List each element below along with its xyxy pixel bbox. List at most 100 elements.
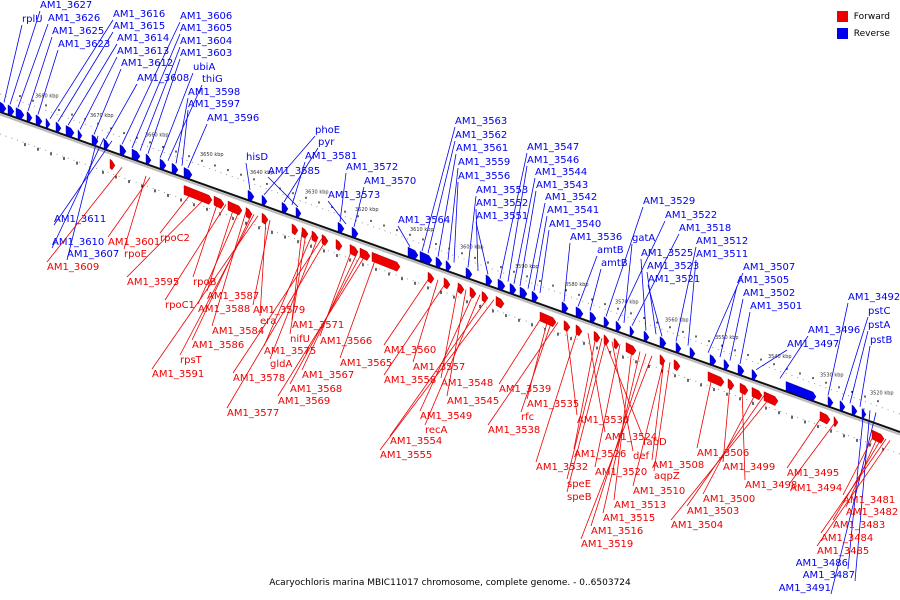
forward-gene-label-leader xyxy=(566,339,607,493)
forward-gene-label: AM1_3520 xyxy=(595,467,647,478)
forward-gene-label-leader xyxy=(487,322,559,426)
reverse-gene xyxy=(497,278,506,291)
forward-gene-label: AM1_3482 xyxy=(846,507,898,518)
forward-gene-label: era xyxy=(260,316,276,327)
reverse-gene-label: hisD xyxy=(246,152,268,163)
reverse-gene-label-leader xyxy=(623,243,633,323)
reverse-gene xyxy=(737,364,745,376)
forward-gene xyxy=(469,286,477,299)
reverse-gene-label-leader xyxy=(267,176,299,208)
forward-gene-label-leader xyxy=(670,397,771,521)
reverse-gene-label: AM1_3556 xyxy=(458,171,510,182)
reverse-gene-label: AM1_3486 xyxy=(796,558,848,569)
tick-label: 3630 kbp xyxy=(305,189,329,195)
reverse-gene xyxy=(45,117,51,130)
forward-gene-label-leader xyxy=(832,437,883,521)
forward-gene-label: AM1_3508 xyxy=(652,460,704,471)
reverse-gene-label: AM1_3497 xyxy=(787,339,839,350)
forward-gene-label: AM1_3526 xyxy=(574,449,626,460)
reverse-gene-label-leader xyxy=(849,330,869,404)
reverse-gene xyxy=(295,206,302,219)
reverse-gene xyxy=(465,267,473,280)
reverse-gene xyxy=(675,341,682,354)
reverse-gene xyxy=(509,282,517,295)
tick-label: 3520 kbp xyxy=(870,390,894,396)
reverse-gene xyxy=(131,148,141,162)
forward-gene-label: AM1_3578 xyxy=(233,373,285,384)
reverse-gene-label-leader xyxy=(37,49,59,115)
legend: Forward Reverse xyxy=(836,8,890,42)
reverse-gene-label-leader xyxy=(841,316,869,401)
forward-gene-label: AM1_3510 xyxy=(633,486,685,497)
forward-gene-label-leader xyxy=(419,292,475,412)
reverse-gene-label-leader xyxy=(121,21,181,145)
forward-gene-label: AM1_3588 xyxy=(198,304,250,315)
reverse-gene xyxy=(827,395,834,408)
reverse-gene xyxy=(261,194,268,207)
forward-gene-label-leader xyxy=(259,218,267,317)
tick-label: 3610 kbp xyxy=(410,227,434,233)
forward-gene-label: AM1_3575 xyxy=(264,346,316,357)
forward-gene-label: AM1_3591 xyxy=(152,369,204,380)
reverse-gene xyxy=(183,167,193,180)
reverse-gene-label: AM1_3551 xyxy=(476,211,528,222)
reverse-gene-label-leader xyxy=(640,258,647,331)
chromosome-axis xyxy=(0,111,900,433)
forward-gene-label: AM1_3538 xyxy=(488,425,540,436)
reverse-gene-label: AM1_3625 xyxy=(52,26,104,37)
reverse-gene-label: pyr xyxy=(318,137,335,148)
reverse-gene xyxy=(145,153,152,165)
reverse-gene-label: AM1_3529 xyxy=(643,196,695,207)
forward-gene-label-leader xyxy=(424,294,481,426)
reverse-gene-label: amtB xyxy=(601,258,628,269)
reverse-gene-label-leader xyxy=(49,19,114,119)
reverse-gene xyxy=(351,226,359,239)
chromosome-axis-shadow xyxy=(0,113,900,436)
reverse-gene-label: AM1_3547 xyxy=(527,142,579,153)
forward-gene-label-leader xyxy=(602,351,641,514)
forward-gene-label: fabD xyxy=(643,437,667,448)
forward-gene xyxy=(371,251,401,272)
reverse-gene xyxy=(615,320,622,333)
reverse-gene-label: AM1_3536 xyxy=(570,232,622,243)
reverse-gene xyxy=(7,104,15,117)
reverse-gene-label-leader xyxy=(181,109,189,166)
forward-gene-label: speE xyxy=(567,479,591,490)
reverse-gene-label-leader xyxy=(631,233,680,326)
reverse-gene-label-leader xyxy=(51,137,105,249)
forward-gene xyxy=(183,185,213,205)
forward-gene-label: AM1_3545 xyxy=(447,396,499,407)
reverse-gene-label: AM1_3615 xyxy=(113,21,165,32)
reverse-gene-label-leader xyxy=(589,268,602,311)
forward-gene-label-leader xyxy=(440,286,459,379)
reverse-gene-label: AM1_3613 xyxy=(117,46,169,57)
forward-gene-label-leader xyxy=(820,438,887,534)
reverse-gene xyxy=(839,400,846,412)
reverse-gene-label-leader xyxy=(453,181,459,263)
reverse-gene-label-leader xyxy=(779,335,809,379)
reverse-gene xyxy=(751,368,758,381)
reverse-gene xyxy=(159,158,167,171)
reverse-gene xyxy=(485,274,493,287)
tick-label: 3540 kbp xyxy=(768,354,792,360)
forward-gene xyxy=(321,234,329,246)
reverse-gene xyxy=(419,251,433,265)
reverse-gene xyxy=(531,290,539,303)
forward-gene-label-leader xyxy=(46,167,123,263)
reverse-gene-label-leader xyxy=(513,177,536,284)
reverse-gene xyxy=(723,358,730,371)
forward-gene xyxy=(335,239,343,251)
tick-label: 3600 kbp xyxy=(460,245,484,251)
reverse-gene xyxy=(15,107,25,120)
reverse-gene xyxy=(0,101,7,114)
reverse-gene-label-leader xyxy=(27,36,53,112)
tick-label: 3550 kbp xyxy=(715,335,739,341)
reverse-gene-label: AM1_3563 xyxy=(455,116,507,127)
forward-gene xyxy=(227,200,243,216)
reverse-gene-label: AM1_3561 xyxy=(456,143,508,154)
forward-gene-label: AM1_3568 xyxy=(290,384,342,395)
forward-gene xyxy=(213,195,225,209)
reverse-gene-label: AM1_3492 xyxy=(848,292,900,303)
reverse-gene-label-leader xyxy=(859,345,871,407)
